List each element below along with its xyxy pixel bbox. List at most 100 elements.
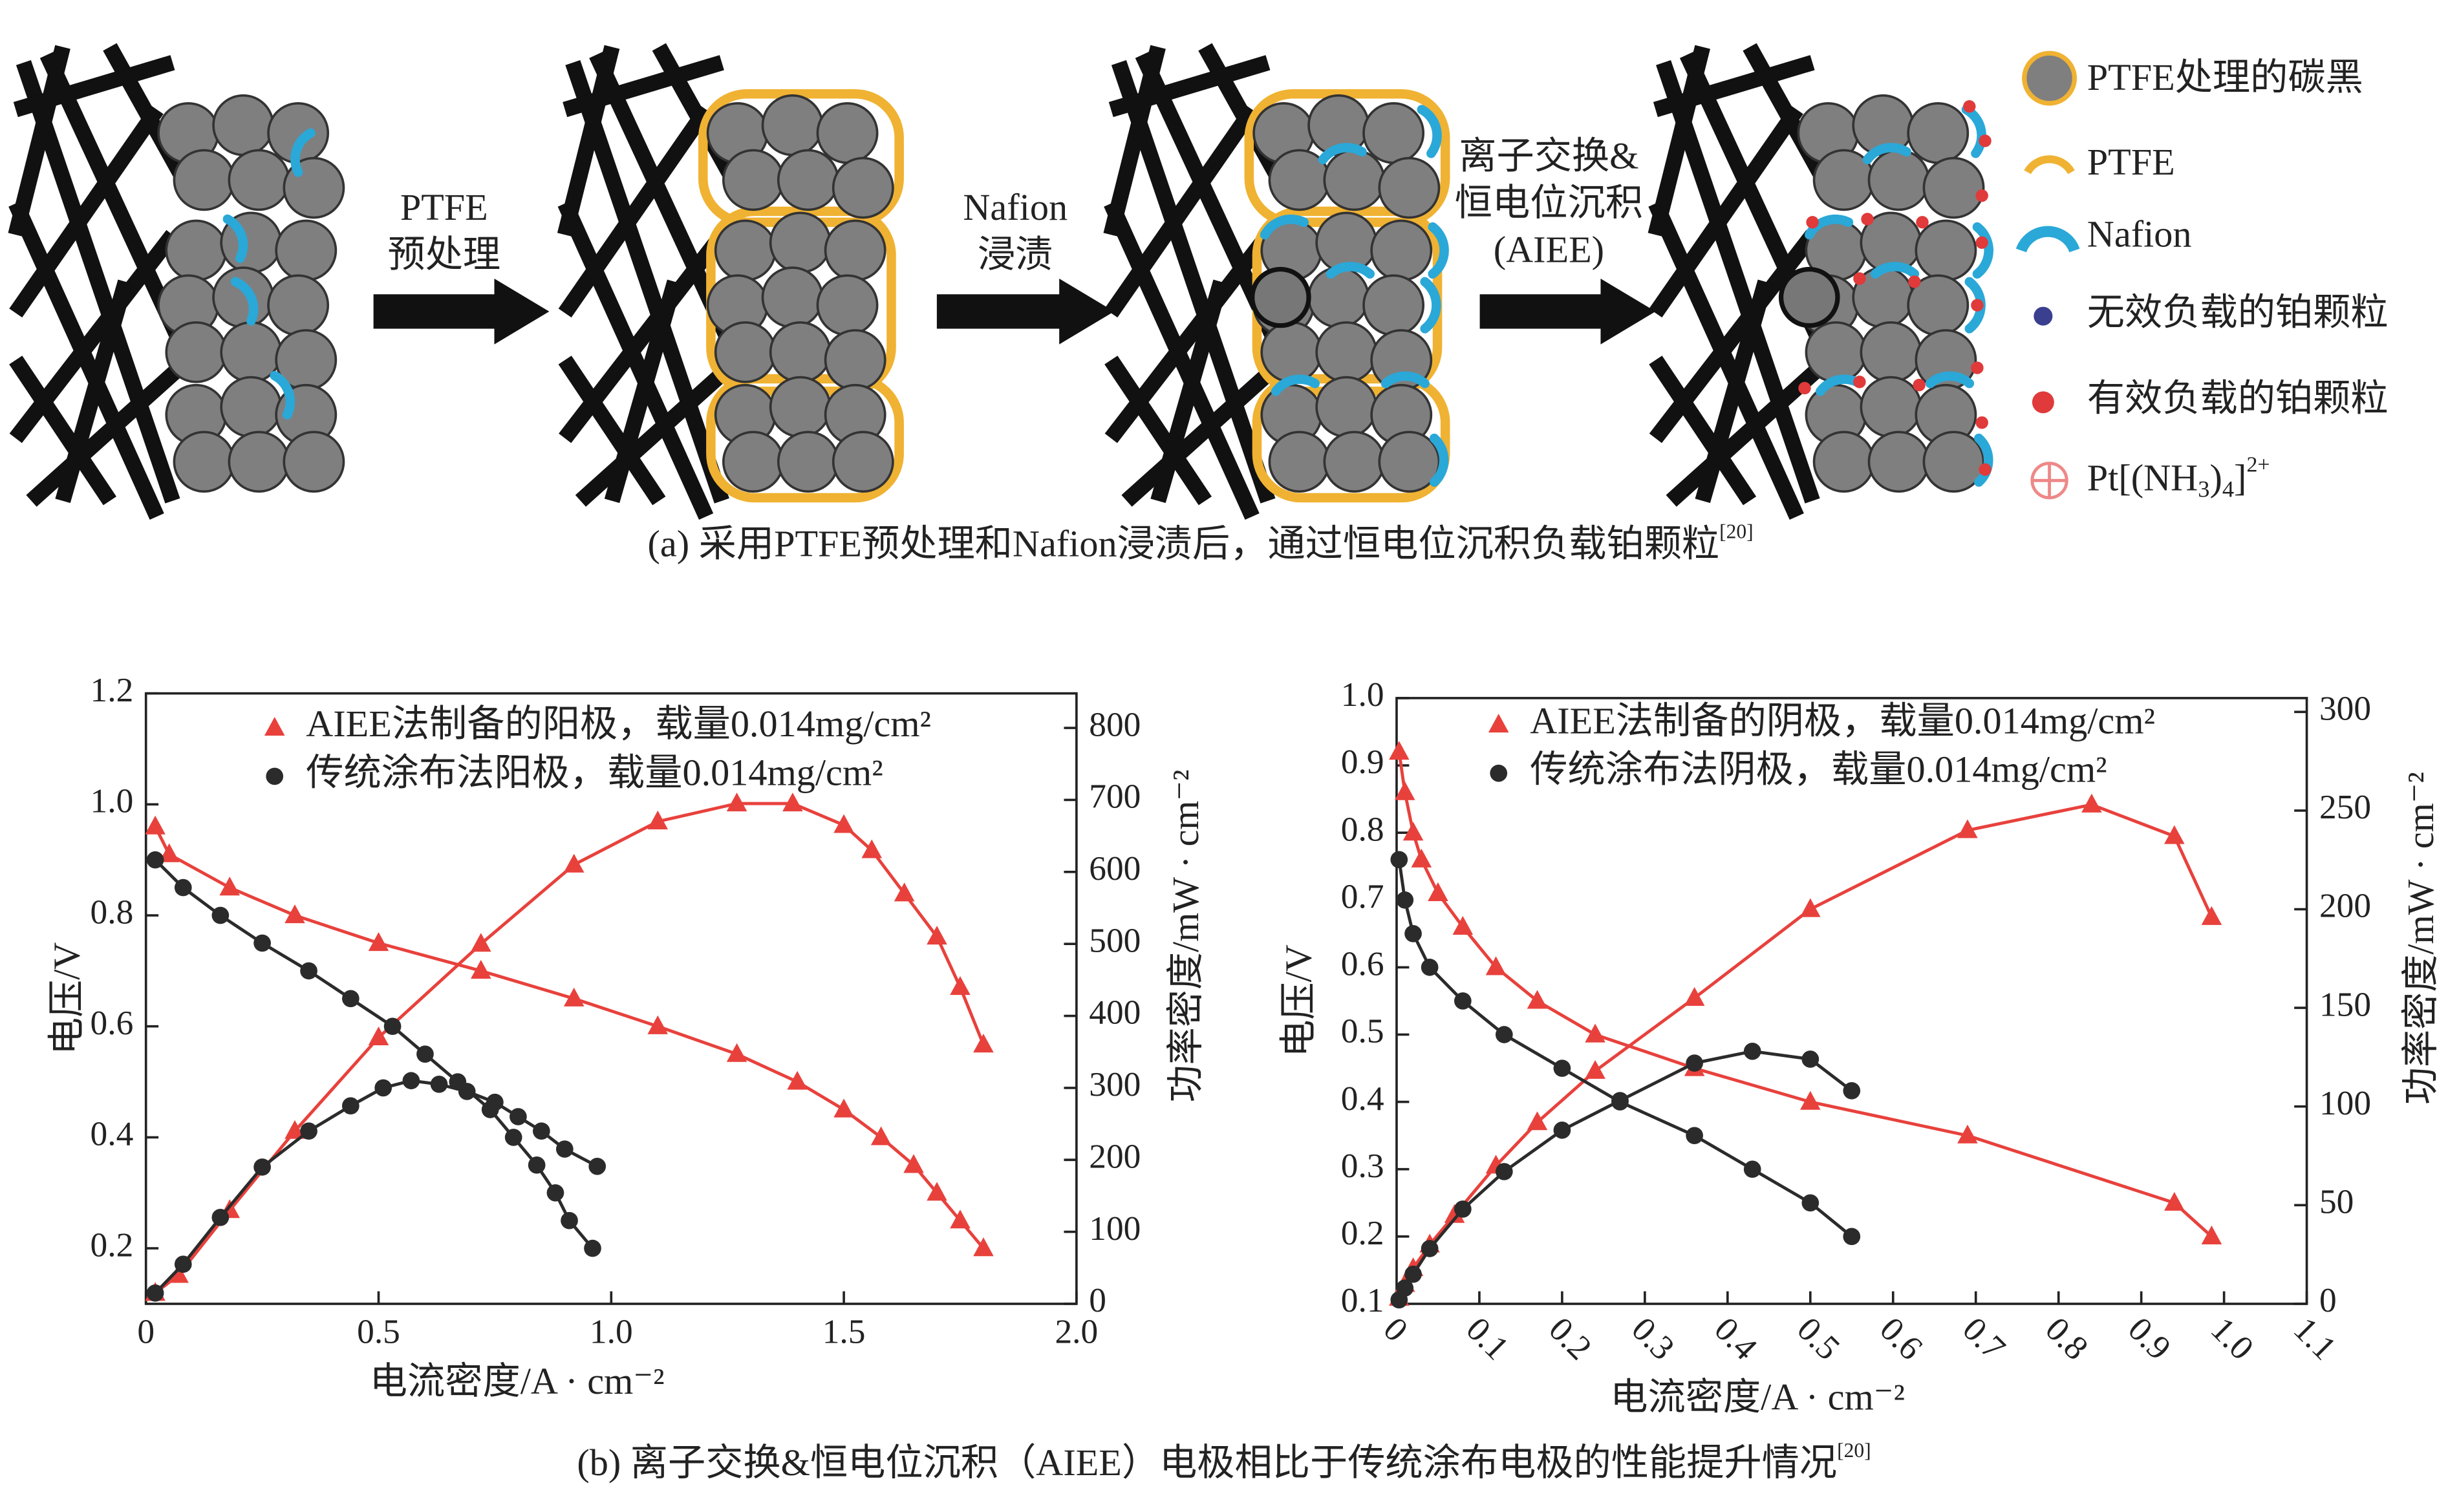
y2-tick-label: 100 [1089,1209,1141,1248]
legend-text: PTFE [2087,141,2175,183]
legend-label: AIEE法制备的阳极，载量0.014mg/cm² [306,703,931,745]
y-axis-label: 电压/V [46,942,88,1055]
c: (a) 采用PTFE预处理和Nafion浸渍后，通过恒电位沉积负载铂颗粒 [647,523,1719,565]
y2-tick-label: 700 [1089,777,1141,816]
g [222,128,316,420]
marker [833,814,854,833]
marker [2201,1225,2222,1244]
marker [1527,1111,1548,1131]
x-tick-label: 1.5 [822,1312,866,1351]
y-tick-label: 1.0 [91,782,134,820]
panel-2 [565,47,899,516]
y2-tick-label: 100 [2319,1083,2371,1122]
marker [300,962,317,980]
marker [145,815,166,835]
marker [973,1034,994,1053]
marker [1495,1026,1513,1043]
marker [1394,781,1415,800]
marker [341,1097,360,1115]
y-axis-label: 电压/V [1278,944,1320,1057]
marker [1452,915,1474,935]
x-tick-label: 0.7 [1955,1310,2013,1367]
marker [528,1156,546,1174]
x-tick-label: 0.5 [357,1312,400,1351]
circle [2034,306,2053,326]
marker [1743,1160,1761,1178]
marker [950,976,971,996]
marker [726,1043,747,1062]
marker [1843,1228,1861,1246]
y2-tick-label: 50 [2319,1182,2354,1221]
y-tick-label: 1.2 [91,670,134,709]
arrows [373,278,1656,345]
marker [2201,906,2222,925]
legend-marker [264,716,285,736]
marker [1485,956,1507,975]
marker [1585,1059,1605,1079]
marker [870,1126,892,1145]
legend-label: AIEE法制备的阴极，载量0.014mg/cm² [1530,699,2155,741]
y-tick-label: 0.6 [91,1003,134,1042]
marker [861,839,883,858]
legend-formula: Pt[(NH3)4]2+ [2087,453,2270,502]
panel-4 [1655,47,1991,516]
marker [1800,898,1821,917]
marker [1421,959,1439,976]
marker [927,926,947,945]
y-tick-label: 0.9 [1341,742,1384,781]
y-tick-label: 0.3 [1341,1146,1384,1185]
marker [430,1076,448,1093]
f: 3 [2198,476,2209,502]
x-tick-label: 0.4 [1707,1310,1765,1367]
c: [20] [1837,1439,1871,1462]
path [290,128,316,177]
step-label: PTFE [400,186,488,228]
marker [1389,741,1410,760]
y2-tick-label: 250 [2319,787,2371,826]
circle [2032,391,2054,414]
marker [833,1098,854,1118]
marker [561,1211,578,1230]
marker [219,877,241,896]
y-tick-label: 0.6 [1341,944,1384,983]
y2-tick-label: 300 [2319,689,2371,728]
x-tick-label: 1.0 [590,1312,633,1351]
marker [647,1015,669,1034]
marker [1454,992,1472,1010]
series-line [1397,751,2213,1238]
x-tick-label: 0.2 [1541,1310,1600,1367]
y-tick-label: 0.8 [91,892,134,931]
marker [584,1239,601,1257]
marker [471,933,491,952]
marker [726,793,747,812]
y-tick-label: 0.1 [1341,1281,1384,1319]
y2-tick-label: 200 [1089,1137,1141,1176]
y2-tick-label: 0 [1089,1281,1106,1319]
y2-axis-label: 功率密度/mW · cm⁻² [1165,770,1207,1103]
marker [368,932,389,952]
marker [1553,1122,1571,1139]
y2-tick-label: 500 [1089,921,1141,959]
marker [563,853,585,873]
x-tick-label: 0.8 [2038,1310,2096,1367]
x-tick-label: 0.6 [1873,1310,1931,1367]
marker [211,906,230,924]
marker [533,1122,550,1140]
marker [300,1122,317,1140]
marker [787,1070,808,1090]
x-axis-label: 电流密度/A · cm⁻² [1610,1376,1905,1418]
marker [1801,1050,1820,1068]
marker [927,1182,947,1201]
caption: (a) 采用PTFE预处理和Nafion浸渍后，通过恒电位沉积负载铂颗粒[20] [647,520,1753,565]
marker [1390,851,1408,869]
marker [168,1264,189,1283]
y-tick-label: 1.0 [1341,675,1384,714]
marker [1404,1265,1422,1283]
y2-tick-label: 800 [1089,705,1141,743]
marker [146,1284,164,1302]
marker [950,1209,971,1229]
marker [211,1209,230,1226]
marker [486,1093,504,1111]
marker [1686,1127,1703,1144]
step-label: (AIEE) [1494,229,1604,271]
